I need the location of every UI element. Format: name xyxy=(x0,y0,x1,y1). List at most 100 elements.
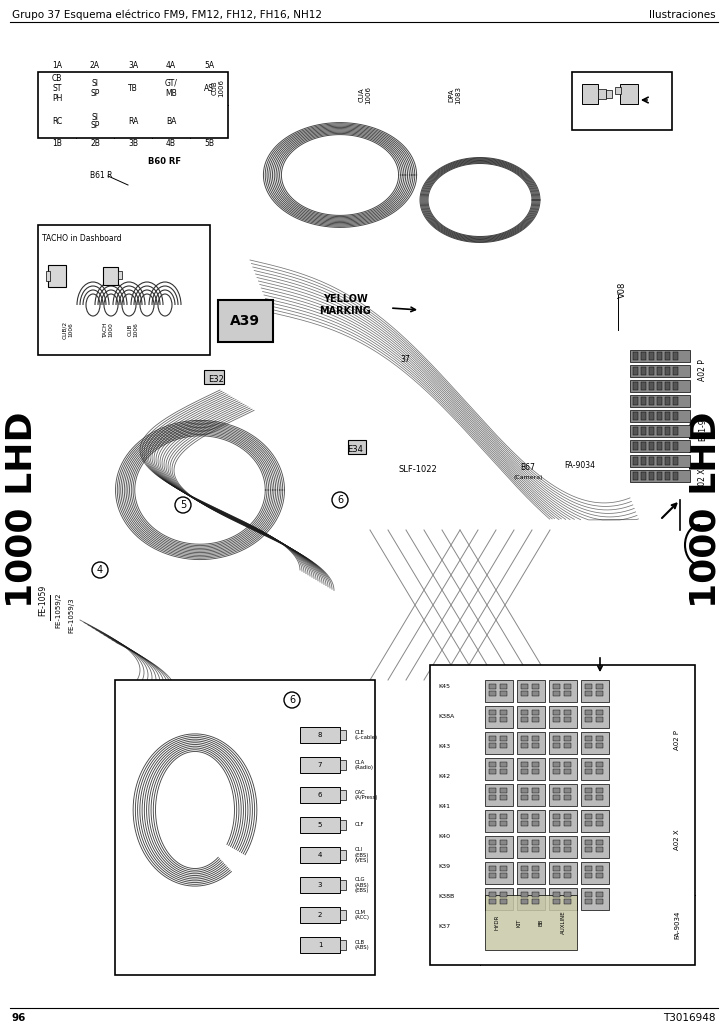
Bar xyxy=(500,684,507,689)
Bar xyxy=(517,680,545,702)
Bar xyxy=(489,769,496,774)
Bar xyxy=(553,821,560,826)
Bar xyxy=(581,836,609,858)
Text: 5: 5 xyxy=(318,822,323,828)
Bar xyxy=(553,684,560,689)
Bar xyxy=(564,684,571,689)
Text: 5A: 5A xyxy=(204,62,214,70)
Bar xyxy=(641,427,646,435)
Bar xyxy=(596,814,603,819)
Bar xyxy=(549,784,577,806)
Text: E34: E34 xyxy=(347,445,363,455)
Bar xyxy=(641,367,646,375)
Bar xyxy=(549,680,577,702)
Bar xyxy=(633,383,638,390)
Bar xyxy=(633,367,638,375)
Bar xyxy=(532,762,539,767)
Bar xyxy=(657,472,662,480)
Bar xyxy=(46,271,50,281)
Bar xyxy=(657,442,662,450)
Bar xyxy=(500,873,507,878)
Bar xyxy=(549,758,577,780)
Bar xyxy=(553,847,560,852)
Bar xyxy=(665,383,670,390)
Bar xyxy=(38,225,210,355)
Bar xyxy=(585,814,592,819)
Text: PH: PH xyxy=(52,94,62,103)
Bar xyxy=(549,888,577,910)
Bar xyxy=(532,892,539,897)
Bar xyxy=(553,892,560,897)
Text: 3A: 3A xyxy=(128,62,138,70)
Bar xyxy=(500,814,507,819)
Bar xyxy=(549,836,577,858)
Bar xyxy=(633,457,638,465)
Text: 4: 4 xyxy=(318,852,323,858)
Bar xyxy=(564,840,571,845)
Bar xyxy=(581,706,609,728)
Text: BA: BA xyxy=(166,117,176,126)
Text: CB: CB xyxy=(52,74,62,84)
Bar xyxy=(521,762,528,767)
Bar xyxy=(521,821,528,826)
Text: TACHO in Dashboard: TACHO in Dashboard xyxy=(42,234,122,243)
Bar xyxy=(585,892,592,897)
Bar xyxy=(300,907,340,923)
Bar xyxy=(649,383,654,390)
Bar xyxy=(532,840,539,845)
Bar xyxy=(485,784,513,806)
Bar xyxy=(500,821,507,826)
Bar xyxy=(549,810,577,832)
Bar xyxy=(641,383,646,390)
Bar xyxy=(300,937,340,953)
Bar xyxy=(649,367,654,375)
Bar xyxy=(489,736,496,741)
Text: RC: RC xyxy=(52,117,62,126)
Bar xyxy=(521,717,528,722)
Text: YELLOW
MARKING: YELLOW MARKING xyxy=(319,294,371,315)
Bar xyxy=(500,795,507,800)
Bar xyxy=(673,367,678,375)
Text: K42: K42 xyxy=(438,774,450,779)
Bar xyxy=(553,795,560,800)
Bar xyxy=(348,440,366,454)
Bar xyxy=(585,691,592,696)
Bar xyxy=(630,350,690,362)
Bar xyxy=(585,717,592,722)
Bar xyxy=(585,899,592,904)
Text: BB1-9: BB1-9 xyxy=(698,419,707,441)
Bar xyxy=(581,784,609,806)
Bar xyxy=(500,899,507,904)
Text: SLF-1022: SLF-1022 xyxy=(399,466,438,474)
Bar xyxy=(553,788,560,793)
Bar xyxy=(564,899,571,904)
Bar xyxy=(340,910,346,920)
Text: CUB
1006: CUB 1006 xyxy=(127,323,138,337)
Bar xyxy=(630,455,690,467)
Bar xyxy=(596,847,603,852)
Bar xyxy=(521,899,528,904)
Bar xyxy=(564,814,571,819)
Bar xyxy=(585,762,592,767)
Bar xyxy=(532,769,539,774)
Bar xyxy=(532,684,539,689)
Bar xyxy=(517,862,545,884)
Text: 3B: 3B xyxy=(128,139,138,148)
Bar xyxy=(630,440,690,452)
Text: MB: MB xyxy=(165,89,177,98)
Bar xyxy=(596,788,603,793)
Bar xyxy=(673,383,678,390)
Bar xyxy=(532,847,539,852)
Text: A02 X: A02 X xyxy=(674,830,680,851)
Bar xyxy=(500,892,507,897)
Bar xyxy=(641,472,646,480)
Bar xyxy=(553,743,560,749)
Bar xyxy=(665,472,670,480)
Text: 37: 37 xyxy=(400,356,410,365)
Bar xyxy=(521,769,528,774)
Bar xyxy=(489,873,496,878)
Bar xyxy=(517,810,545,832)
Bar xyxy=(300,817,340,833)
Bar xyxy=(641,397,646,405)
Bar xyxy=(485,810,513,832)
